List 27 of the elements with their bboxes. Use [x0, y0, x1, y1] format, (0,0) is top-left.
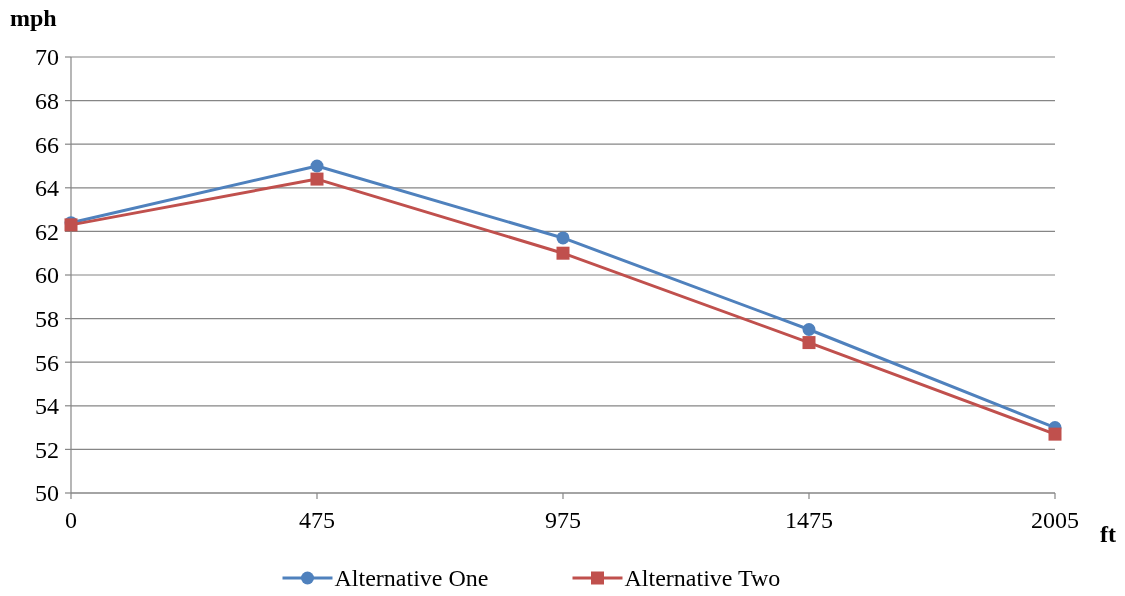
y-tick-label: 70 — [35, 44, 59, 71]
y-tick-label: 50 — [35, 480, 59, 507]
y-tick-label: 58 — [35, 306, 59, 332]
y-tick-label: 68 — [35, 88, 59, 114]
legend-label: Alternative Two — [624, 565, 781, 592]
x-tick-label: 0 — [65, 507, 77, 533]
x-tick-label: 2005 — [1031, 507, 1079, 533]
point — [1048, 427, 1062, 441]
x-axis-title: ft — [1100, 521, 1116, 547]
point — [802, 336, 816, 350]
y-tick-label: 56 — [35, 349, 59, 376]
point — [802, 323, 816, 336]
y-axis-title: mph — [10, 5, 57, 31]
x-tick-label: 475 — [299, 507, 335, 533]
point — [310, 172, 324, 186]
y-tick-label: 66 — [35, 131, 59, 158]
y-tick-label: 60 — [35, 262, 59, 289]
point — [556, 246, 570, 260]
legend-label: Alternative One — [334, 565, 489, 592]
point — [310, 159, 324, 173]
x-tick-label: 1475 — [785, 507, 833, 533]
y-tick-label: 64 — [35, 175, 59, 202]
x-tick-label: 975 — [545, 507, 581, 533]
y-tick-label: 62 — [35, 218, 59, 245]
point — [556, 231, 570, 245]
y-tick-label: 54 — [35, 393, 59, 420]
y-tick-label: 52 — [35, 436, 59, 463]
